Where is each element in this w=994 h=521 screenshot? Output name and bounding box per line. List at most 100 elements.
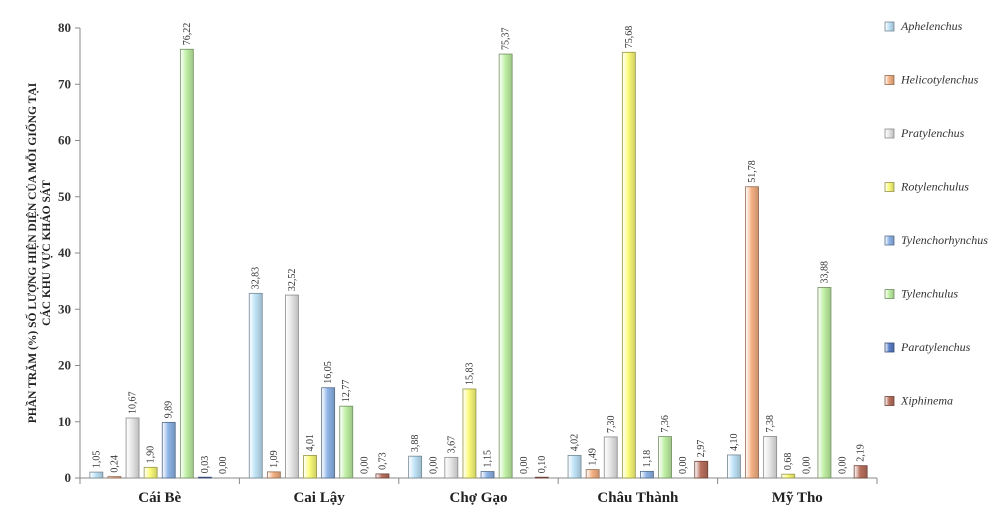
legend-label: Helicotylenchus [900, 73, 979, 87]
x-category-label: Mỹ Tho [772, 490, 823, 506]
bar [303, 455, 317, 479]
legend-label: Rotylenchulus [900, 180, 969, 194]
data-label: 0,00 [359, 457, 370, 475]
data-label: 2,97 [696, 440, 707, 458]
data-label: 4,01 [305, 434, 316, 452]
bar [179, 48, 194, 479]
y-tick-label: 80 [58, 20, 71, 35]
legend-swatch [884, 182, 895, 192]
data-label: 0,00 [428, 457, 439, 475]
x-axis-categories: Cái Bè Cai Lậy Chợ Gạo Châu Thành Mỹ Tho [138, 490, 823, 506]
legend-swatch [884, 289, 895, 299]
bar [107, 476, 122, 479]
data-label: 4,02 [570, 434, 581, 452]
y-axis-title: PHẦN TRĂM (%) SỐ LƯỢNG HIỆN DIỆN CỦA MỖI… [24, 82, 53, 423]
data-label: 1,15 [483, 450, 494, 468]
bar [498, 53, 513, 479]
data-label: 7,36 [660, 415, 671, 433]
bar [143, 466, 158, 479]
y-tick-label: 10 [58, 414, 71, 429]
x-category-label: Chợ Gạo [450, 490, 508, 506]
bar [567, 454, 582, 479]
bar [321, 387, 336, 479]
data-label: 10,67 [128, 391, 139, 414]
data-label: 1,05 [91, 451, 102, 469]
data-label: 12,77 [341, 380, 352, 403]
bar [745, 186, 759, 479]
bar [781, 473, 796, 479]
data-label: 0,00 [801, 457, 812, 475]
bar [161, 421, 176, 479]
bar [534, 476, 549, 479]
bar [248, 292, 263, 479]
data-label: 0,00 [218, 457, 229, 475]
legend-swatch [884, 342, 895, 353]
bar [375, 473, 390, 479]
legend-label: Paratylenchus [900, 340, 971, 354]
y-tick-label: 20 [58, 358, 71, 373]
data-label: 76,22 [182, 23, 193, 46]
data-label: 0,68 [783, 453, 794, 471]
data-label: 16,05 [323, 361, 334, 384]
data-label: 7,38 [765, 415, 776, 433]
data-label: 1,18 [642, 450, 653, 468]
bar [266, 471, 281, 479]
bar [658, 436, 672, 479]
y-tick-label: 30 [58, 301, 71, 316]
bar [198, 476, 212, 479]
legend-label: Tylenchulus [901, 287, 958, 301]
data-label: 7,30 [606, 415, 617, 433]
data-label: 3,88 [410, 435, 421, 453]
data-label: 1,49 [588, 448, 599, 466]
bar [480, 471, 495, 479]
legend-swatch [884, 235, 895, 246]
y-tick-label: 60 [58, 133, 71, 148]
data-label: 33,88 [819, 261, 830, 284]
bar [339, 405, 354, 479]
data-labels: 1,05 0,24 10,67 1,90 9,89 76,22 0,03 0,00 32,83 1… [91, 23, 866, 474]
bar [462, 388, 477, 479]
bar [585, 469, 600, 479]
data-label: 0,24 [109, 455, 120, 473]
data-label: 9,89 [164, 401, 175, 419]
legend-swatch [884, 128, 895, 139]
legend-label: Aphelenchus [900, 19, 963, 33]
data-label: 15,83 [464, 362, 475, 385]
bar [603, 436, 618, 479]
x-category-label: Cái Bè [138, 490, 181, 506]
bar [444, 456, 459, 479]
legend-swatch [884, 75, 895, 85]
bar [89, 471, 104, 479]
data-label: 0,10 [537, 456, 548, 474]
legend-swatch [884, 21, 895, 32]
data-label: 2,19 [856, 444, 867, 462]
data-label: 3,67 [446, 436, 457, 454]
y-axis-title-line2: CÁC KHU VỰC KHẢO SÁT [39, 180, 53, 326]
legend-swatch [884, 396, 895, 406]
legend: Aphelenchus Helicotylenchus Pratylenchus Ro… [884, 19, 988, 408]
x-category-label: Châu Thành [597, 490, 679, 506]
bar [727, 454, 741, 479]
bar [853, 465, 868, 479]
bar [817, 287, 832, 479]
data-label: 0,03 [200, 456, 211, 474]
data-label: 75,37 [501, 28, 512, 51]
y-axis-ticks: 0 10 20 30 40 50 60 70 80 [58, 20, 80, 485]
bar [621, 51, 636, 479]
data-label: 0,00 [678, 457, 689, 475]
bar [285, 294, 299, 479]
data-label: 32,83 [251, 267, 262, 290]
bars [89, 48, 868, 479]
bar [640, 470, 654, 479]
y-tick-label: 70 [58, 76, 71, 91]
data-label: 0,00 [838, 457, 849, 475]
data-label: 32,52 [287, 269, 298, 292]
x-category-label: Cai Lậy [293, 490, 345, 506]
bar [125, 417, 140, 479]
bar [763, 436, 778, 479]
legend-label: Pratylenchus [900, 126, 965, 140]
data-label: 51,78 [747, 160, 758, 183]
data-label: 0,00 [519, 457, 530, 475]
y-tick-label: 40 [58, 245, 71, 260]
bar [408, 455, 423, 479]
